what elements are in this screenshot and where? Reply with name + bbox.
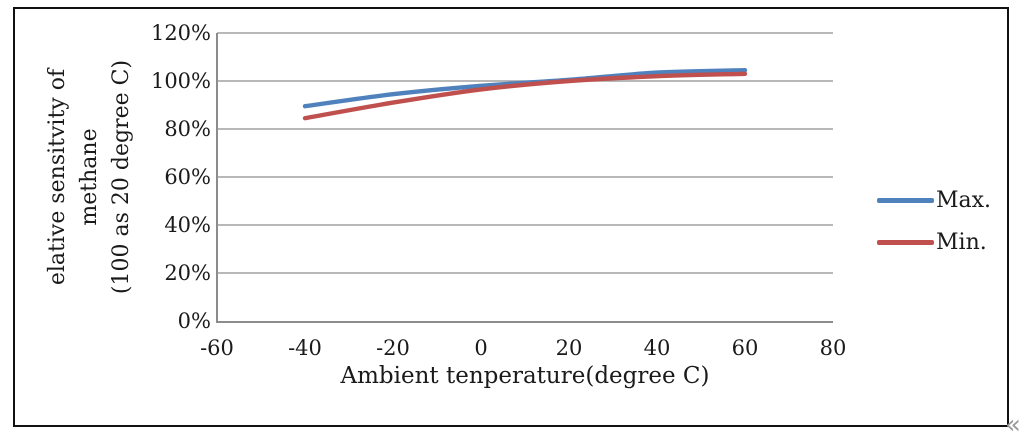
- y-tick-label: 20%: [164, 261, 211, 285]
- legend-label: Max.: [936, 187, 992, 213]
- x-tick-label: -60: [200, 336, 234, 360]
- x-axis-title: Ambient tenperature(degree C): [340, 363, 710, 389]
- legend-label: Min.: [936, 229, 987, 255]
- x-tick-label: 80: [819, 336, 847, 360]
- y-tick-label: 40%: [164, 213, 211, 237]
- y-tick-label: 60%: [164, 165, 211, 189]
- x-tick-label: -40: [288, 336, 322, 360]
- x-tick-label: 0: [474, 336, 488, 360]
- legend-line-swatch: [877, 239, 934, 245]
- x-tick-label: 20: [555, 336, 583, 360]
- y-tick-label: 100%: [150, 69, 211, 93]
- x-tick-label: 40: [643, 336, 671, 360]
- y-tick-label: 0%: [177, 309, 211, 333]
- legend-item-max[interactable]: Max.: [877, 187, 991, 213]
- y-axis-title-line1: elative sensitvity of: [45, 68, 70, 286]
- y-tick-label: 80%: [164, 117, 211, 141]
- legend: Max. Min.: [877, 187, 991, 255]
- corner-glyph: «: [1005, 410, 1021, 440]
- x-tick-label: 60: [731, 336, 759, 360]
- legend-item-min[interactable]: Min.: [877, 229, 991, 255]
- y-axis-title-line2: methane: [77, 128, 102, 226]
- x-tick-label: -20: [376, 336, 410, 360]
- legend-line-swatch: [877, 197, 934, 203]
- y-tick-label: 120%: [150, 21, 211, 45]
